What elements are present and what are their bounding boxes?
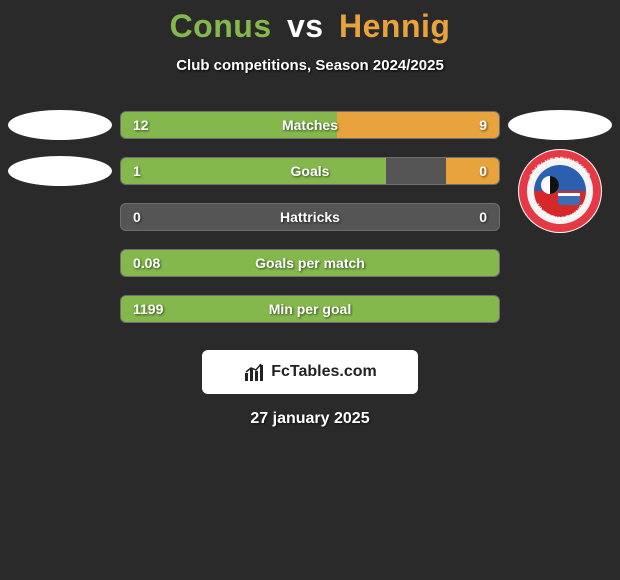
player-badge-placeholder — [8, 110, 112, 140]
stat-bar: 129Matches — [120, 111, 500, 139]
stat-row: 10Goals SPIELVEREINIGUNG — [0, 148, 620, 194]
stat-label: Goals per match — [121, 250, 499, 276]
subtitle: Club competitions, Season 2024/2025 — [0, 57, 620, 74]
vs-text: vs — [287, 8, 324, 44]
stat-label: Min per goal — [121, 296, 499, 322]
stat-row: 129Matches — [0, 102, 620, 148]
player-badge-placeholder — [508, 110, 612, 140]
title: Conus vs Hennig — [0, 8, 620, 45]
player1-name: Conus — [170, 8, 272, 44]
stat-label: Hattricks — [121, 204, 499, 230]
brand-text: FcTables.com — [271, 363, 377, 381]
date: 27 january 2025 — [0, 410, 620, 428]
stat-row: 0.08Goals per match — [0, 240, 620, 286]
left-badge-col — [0, 156, 120, 186]
left-badge-col — [0, 110, 120, 140]
comparison-infographic: Conus vs Hennig Club competitions, Seaso… — [0, 0, 620, 428]
player2-name: Hennig — [339, 8, 450, 44]
right-badge-col — [500, 110, 620, 140]
stat-label: Matches — [121, 112, 499, 138]
stat-rows: 129Matches 10Goals SPIELVEREINIGUNG — [0, 102, 620, 332]
stat-bar: 00Hattricks — [120, 203, 500, 231]
chart-icon — [243, 361, 265, 383]
player-badge-placeholder — [8, 156, 112, 186]
brand-badge: FcTables.com — [202, 350, 418, 394]
stat-label: Goals — [121, 158, 499, 184]
stat-row: 1199Min per goal — [0, 286, 620, 332]
stat-row: 00Hattricks — [0, 194, 620, 240]
stat-bar: 1199Min per goal — [120, 295, 500, 323]
stat-bar: 10Goals — [120, 157, 500, 185]
stat-bar: 0.08Goals per match — [120, 249, 500, 277]
